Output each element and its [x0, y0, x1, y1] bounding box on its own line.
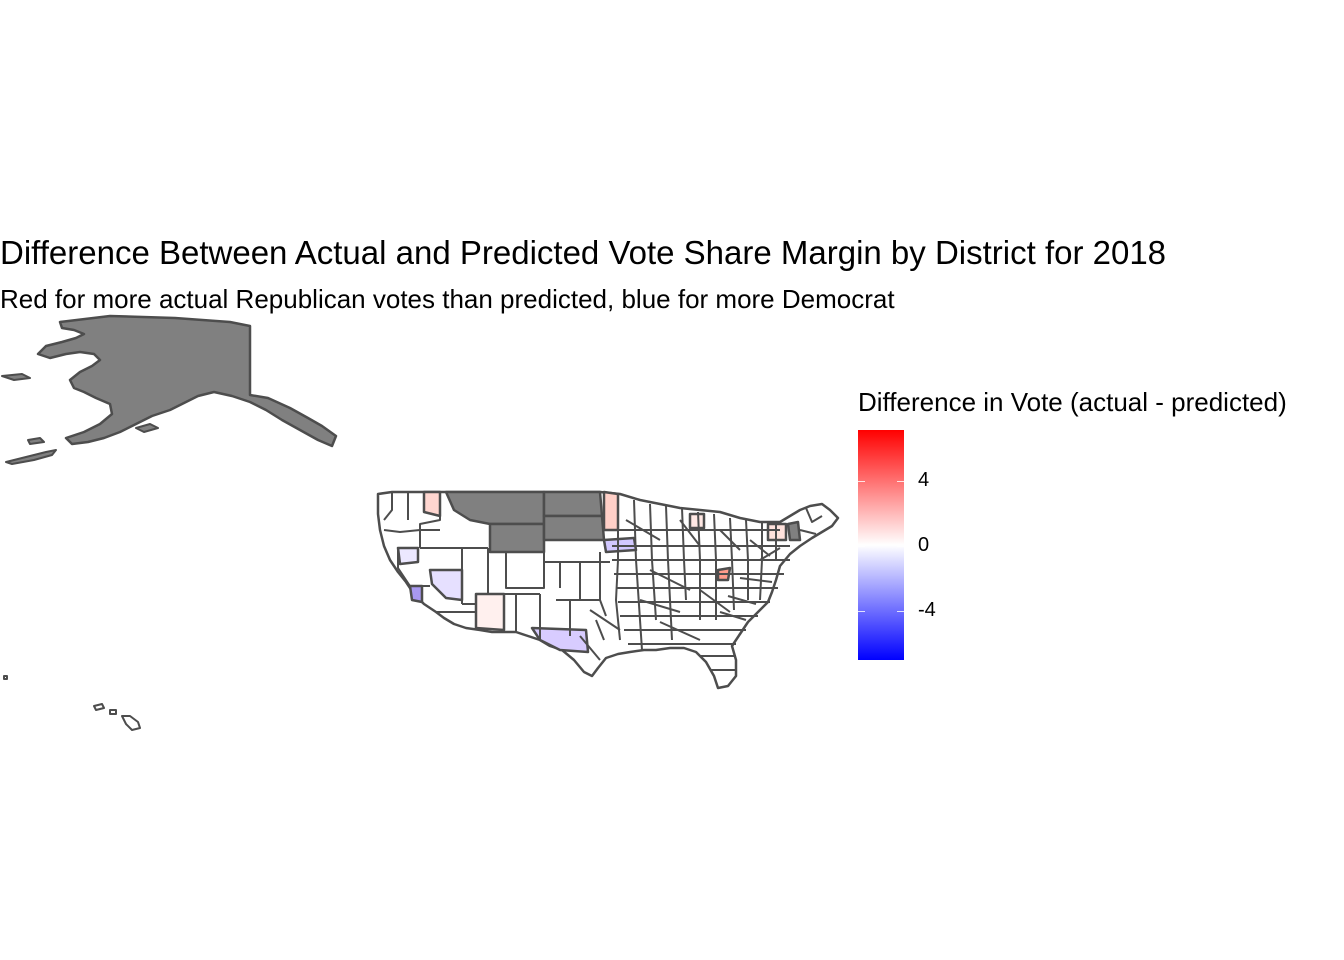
- region-minnesota-district: [602, 490, 620, 532]
- legend-label-0: 0: [918, 534, 930, 556]
- region-idaho-district: [422, 490, 442, 518]
- chart-title: Difference Between Actual and Predicted …: [0, 234, 1167, 271]
- region-south-dakota: [542, 514, 606, 542]
- legend-color-bar: [858, 430, 904, 660]
- region-alaska-islands: [1, 373, 159, 465]
- region-texas-district: [530, 626, 590, 654]
- legend-label-4: 4: [918, 469, 930, 491]
- chart-subtitle: Red for more actual Republican votes tha…: [0, 284, 895, 314]
- region-arizona-district: [474, 592, 506, 632]
- region-michigan-district: [688, 512, 706, 530]
- region-nevada-district: [428, 568, 464, 602]
- region-alaska: [36, 314, 338, 448]
- region-wyoming: [488, 522, 546, 554]
- region-north-dakota: [542, 490, 604, 518]
- region-hawaii-west: [3, 675, 8, 680]
- legend-label-minus4: -4: [918, 599, 936, 621]
- region-hawaii: [93, 703, 141, 731]
- region-california-south: [408, 584, 424, 604]
- region-vermont: [786, 520, 802, 542]
- region-nevada-north: [396, 546, 420, 566]
- legend-title: Difference in Vote (actual - predicted): [858, 387, 1287, 417]
